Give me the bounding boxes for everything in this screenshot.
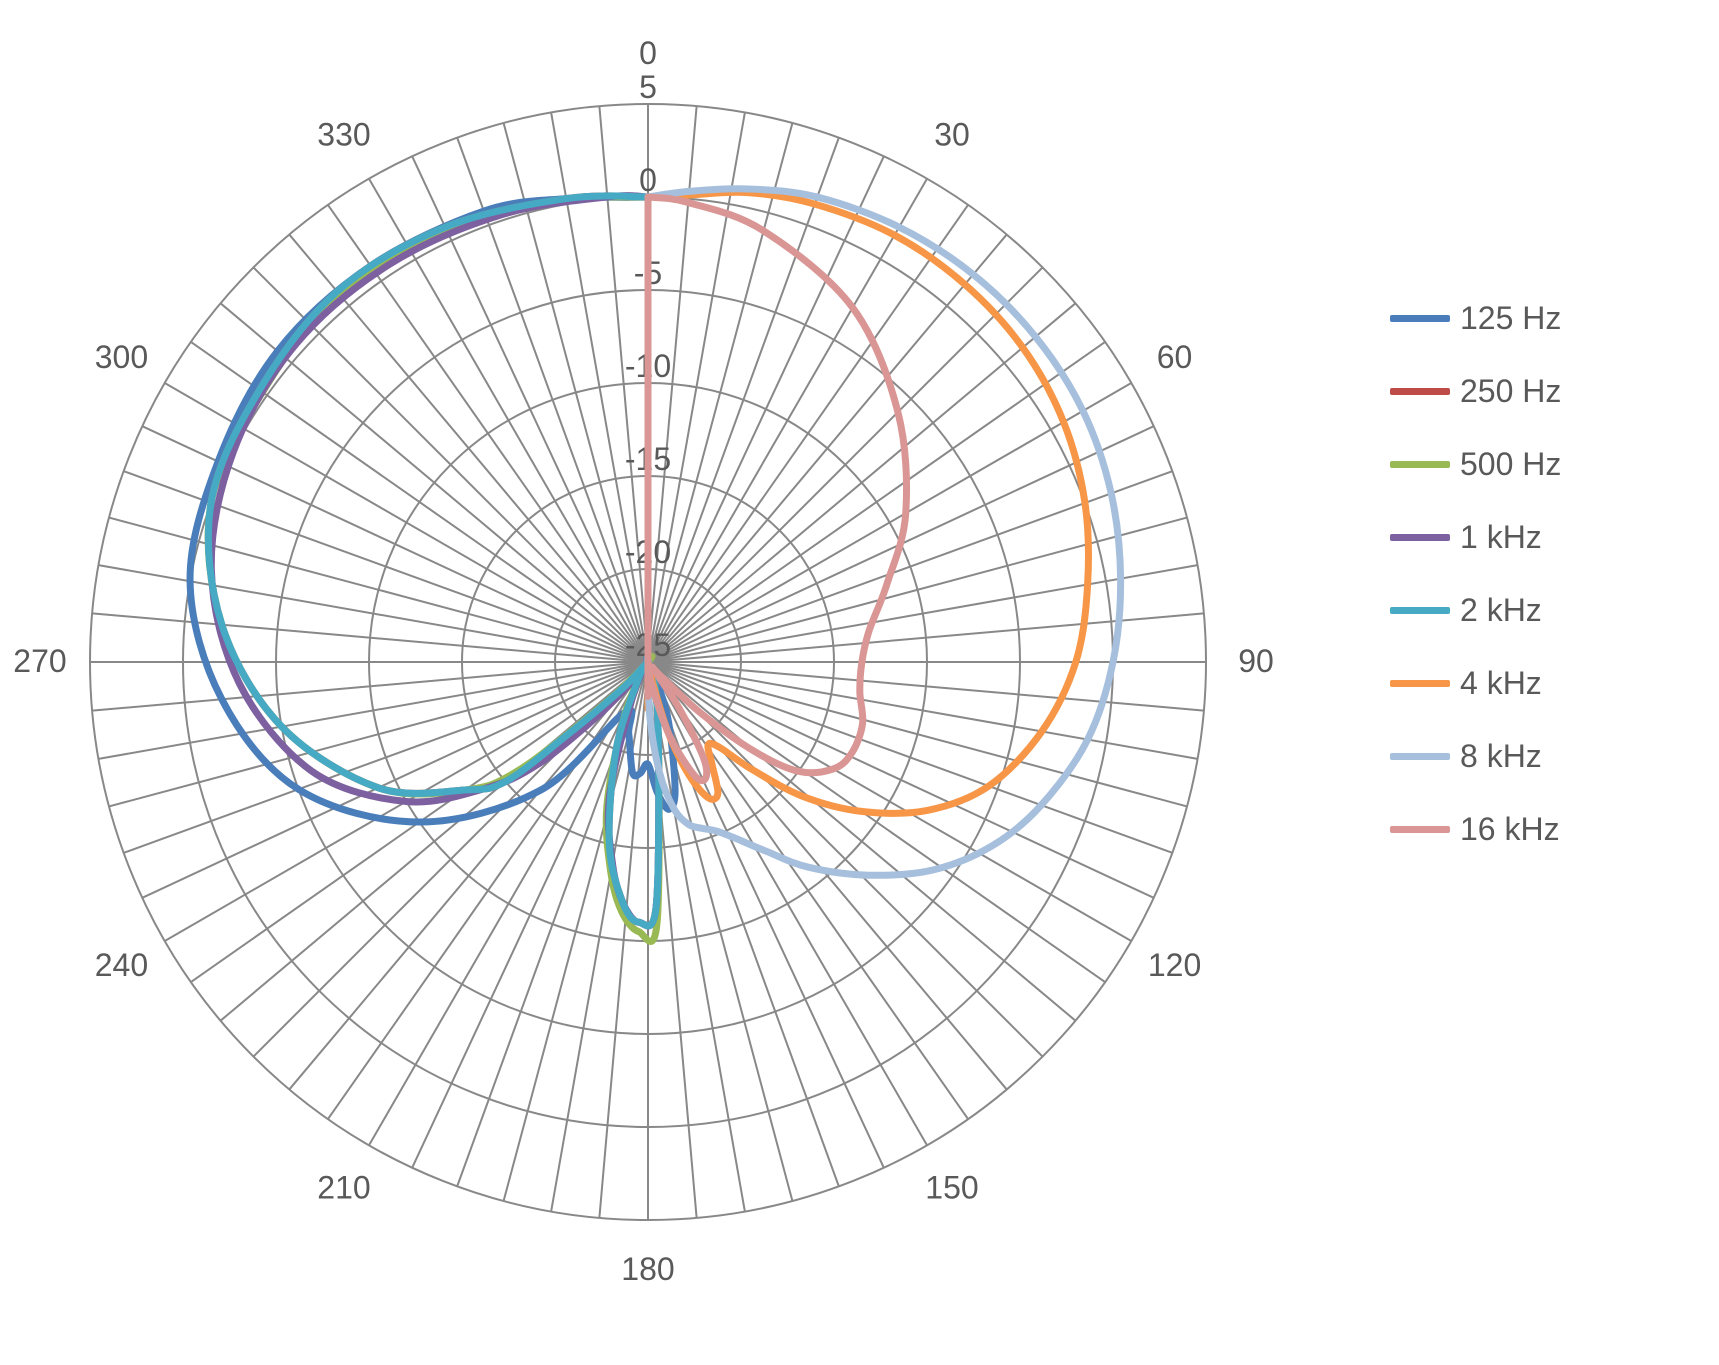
legend-label: 125 Hz (1460, 300, 1561, 337)
legend-item: 250 Hz (1390, 373, 1561, 410)
radial-tick-label: 5 (639, 69, 657, 105)
angle-label: 60 (1157, 339, 1193, 375)
angle-label: 90 (1238, 643, 1274, 679)
legend-label: 2 kHz (1460, 592, 1542, 629)
angle-label: 210 (317, 1170, 370, 1206)
angle-label: 240 (95, 947, 148, 983)
angle-label: 150 (925, 1170, 978, 1206)
legend-label: 1 kHz (1460, 519, 1542, 556)
legend-item: 16 kHz (1390, 811, 1561, 848)
legend-swatch (1390, 315, 1450, 322)
polar-chart-container: { "chart": { "type": "polar-line", "widt… (0, 0, 1719, 1365)
angle-label: 0 (639, 35, 657, 71)
legend-item: 1 kHz (1390, 519, 1561, 556)
legend-label: 16 kHz (1460, 811, 1560, 848)
legend-swatch (1390, 680, 1450, 687)
legend-swatch (1390, 534, 1450, 541)
angle-label: 270 (13, 643, 66, 679)
legend-swatch (1390, 461, 1450, 468)
angle-label: 30 (934, 116, 970, 152)
legend-item: 2 kHz (1390, 592, 1561, 629)
legend-item: 500 Hz (1390, 446, 1561, 483)
angle-label: 300 (95, 339, 148, 375)
legend-swatch (1390, 826, 1450, 833)
angle-label: 180 (621, 1251, 674, 1287)
legend-swatch (1390, 753, 1450, 760)
legend-label: 8 kHz (1460, 738, 1542, 775)
angle-label: 330 (317, 116, 370, 152)
legend-swatch (1390, 388, 1450, 395)
legend-item: 8 kHz (1390, 738, 1561, 775)
legend-label: 250 Hz (1460, 373, 1561, 410)
legend: 125 Hz 250 Hz 500 Hz 1 kHz 2 kHz 4 kHz 8 kHz 16… (1390, 300, 1561, 848)
legend-swatch (1390, 607, 1450, 614)
legend-label: 500 Hz (1460, 446, 1561, 483)
legend-item: 4 kHz (1390, 665, 1561, 702)
legend-item: 125 Hz (1390, 300, 1561, 337)
angle-label: 120 (1148, 947, 1201, 983)
legend-label: 4 kHz (1460, 665, 1542, 702)
